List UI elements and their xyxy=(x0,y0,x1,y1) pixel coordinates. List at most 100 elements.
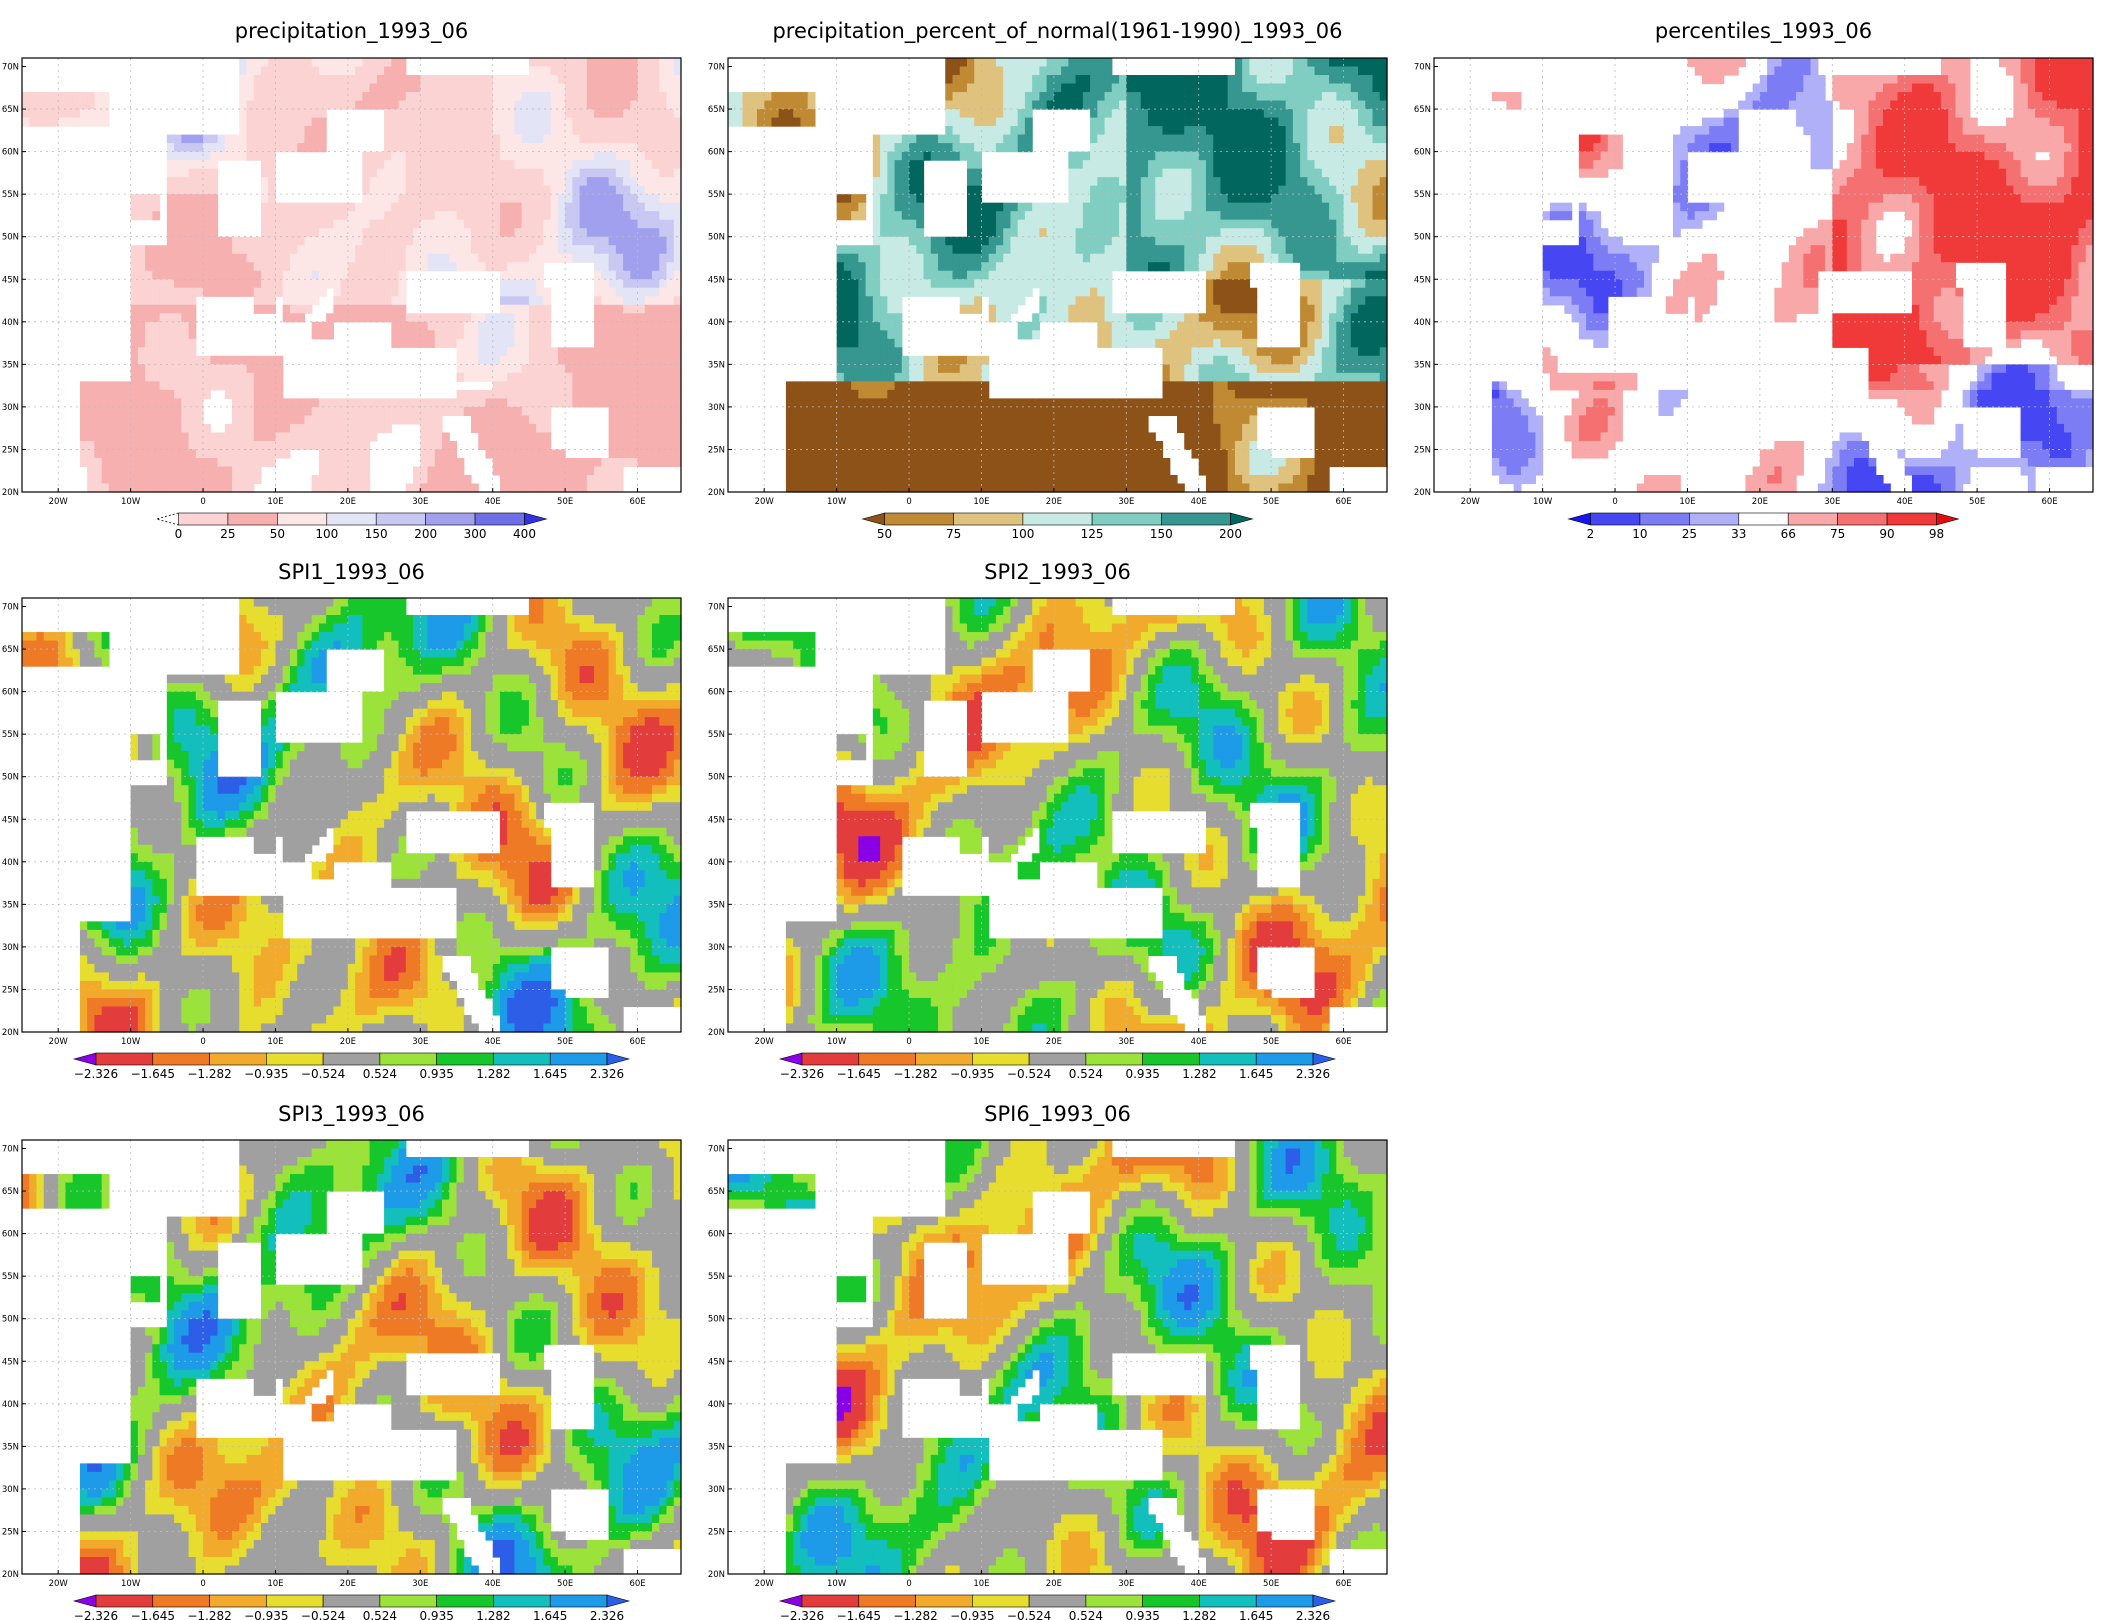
lon-tick-label: 0 xyxy=(906,497,911,507)
lat-tick-label: 40N xyxy=(2,858,19,868)
lat-tick-label: 30N xyxy=(708,943,725,953)
panel-title: SPI3_1993_06 xyxy=(278,1102,425,1127)
colorbar-label: 0.935 xyxy=(1125,1609,1159,1620)
lat-tick-label: 35N xyxy=(708,360,725,370)
lon-tick-label: 10E xyxy=(267,1579,283,1589)
colorbar-label: 100 xyxy=(1011,527,1034,541)
lat-tick-label: 45N xyxy=(2,1357,19,1367)
lat-tick-label: 60N xyxy=(2,1230,19,1240)
lat-tick-label: 45N xyxy=(708,1357,725,1367)
map-frame xyxy=(21,597,682,1033)
lat-tick-label: 20N xyxy=(708,488,725,498)
colorbar-label: −1.282 xyxy=(893,1609,937,1620)
lon-tick-label: 20W xyxy=(755,1579,775,1589)
lon-tick-label: 60E xyxy=(2041,497,2057,507)
colorbar-label: 0.524 xyxy=(363,1609,397,1620)
colorbar-label: −1.282 xyxy=(893,1067,937,1081)
colorbar-label: −0.935 xyxy=(950,1067,994,1081)
lon-tick-label: 30E xyxy=(1118,497,1134,507)
colorbar-label: 50 xyxy=(270,527,285,541)
lat-tick-label: 30N xyxy=(1414,403,1431,413)
lon-tick-label: 0 xyxy=(200,497,205,507)
lat-tick-label: 55N xyxy=(1414,190,1431,200)
colorbar: −2.326 −1.645 −1.282 −0.935 −0.524 0.524 0.935… xyxy=(778,1594,1337,1620)
colorbar-label: −2.326 xyxy=(74,1609,118,1620)
lat-tick-label: 25N xyxy=(1414,445,1431,455)
lat-tick-label: 50N xyxy=(2,773,19,783)
lon-tick-label: 10W xyxy=(827,1037,847,1047)
lon-tick-label: 10W xyxy=(827,497,847,507)
colorbar-label: 2.326 xyxy=(1296,1067,1330,1081)
colorbar: −2.326 −1.645 −1.282 −0.935 −0.524 0.524 0.935… xyxy=(778,1052,1337,1081)
lat-tick-label: 55N xyxy=(708,730,725,740)
lat-tick-label: 40N xyxy=(1414,318,1431,328)
lat-tick-label: 40N xyxy=(708,858,725,868)
colorbar-label: 2.326 xyxy=(590,1067,624,1081)
lon-tick-label: 50E xyxy=(1263,1037,1279,1047)
colorbar-label: 10 xyxy=(1632,527,1647,541)
panel-title: SPI1_1993_06 xyxy=(278,560,425,585)
lat-tick-label: 40N xyxy=(2,1400,19,1410)
lon-tick-label: 40E xyxy=(1897,497,1913,507)
graticule xyxy=(1434,58,2093,492)
graticule xyxy=(22,58,681,492)
lon-tick-label: 10E xyxy=(267,1037,283,1047)
lat-tick-label: 60N xyxy=(708,688,725,698)
lat-tick-label: 35N xyxy=(708,1442,725,1452)
lat-tick-label: 30N xyxy=(2,1485,19,1495)
map-field xyxy=(22,598,682,1033)
lon-tick-label: 20W xyxy=(49,1579,69,1589)
colorbar-label: −1.645 xyxy=(837,1067,881,1081)
colorbar-label: −1.645 xyxy=(837,1609,881,1620)
lat-tick-label: 25N xyxy=(708,445,725,455)
lon-tick-label: 0 xyxy=(200,1579,205,1589)
colorbar-label: −0.524 xyxy=(1007,1067,1051,1081)
lat-tick-label: 30N xyxy=(2,403,19,413)
panel-title: percentiles_1993_06 xyxy=(1655,19,1872,44)
lon-tick-label: 0 xyxy=(906,1579,911,1589)
lat-tick-label: 45N xyxy=(708,275,725,285)
lon-tick-label: 60E xyxy=(629,497,645,507)
colorbar-label: 33 xyxy=(1731,527,1746,541)
colorbar-label: −2.326 xyxy=(780,1067,824,1081)
lon-tick-label: 50E xyxy=(1263,1579,1279,1589)
lon-tick-label: 30E xyxy=(412,1579,428,1589)
colorbar: 50 75 100 125 150 200 xyxy=(861,512,1254,541)
lon-tick-label: 40E xyxy=(485,497,501,507)
lon-tick-label: 40E xyxy=(1191,497,1207,507)
lat-tick-label: 55N xyxy=(708,1272,725,1282)
lat-tick-label: 20N xyxy=(1414,488,1431,498)
lat-tick-label: 70N xyxy=(708,1145,725,1155)
colorbar-label: −0.935 xyxy=(244,1609,288,1620)
colorbar-label: −1.645 xyxy=(131,1609,175,1620)
colorbar-label: 200 xyxy=(1219,527,1242,541)
lon-tick-label: 30E xyxy=(1118,1037,1134,1047)
lon-tick-label: 10W xyxy=(121,1037,141,1047)
colorbar-label: 1.282 xyxy=(476,1609,510,1620)
map-field xyxy=(728,58,1388,493)
lat-tick-label: 30N xyxy=(2,943,19,953)
lat-tick-label: 20N xyxy=(2,488,19,498)
lon-tick-label: 60E xyxy=(1335,497,1351,507)
lon-tick-label: 50E xyxy=(1969,497,1985,507)
lat-tick-label: 45N xyxy=(1414,275,1431,285)
lat-tick-label: 20N xyxy=(2,1570,19,1580)
colorbar-label: 0.935 xyxy=(419,1609,453,1620)
lon-tick-label: 20E xyxy=(1046,1579,1062,1589)
lon-tick-label: 20W xyxy=(49,497,69,507)
lon-tick-label: 20W xyxy=(755,497,775,507)
panel-precip: precipitation_1993_06 20N 25N 30N 35N 40N 45N 5… xyxy=(2,19,682,541)
lon-tick-label: 50E xyxy=(557,1579,573,1589)
lat-tick-label: 20N xyxy=(2,1028,19,1038)
lat-tick-label: 55N xyxy=(2,190,19,200)
graticule xyxy=(728,58,1387,492)
lat-tick-label: 70N xyxy=(1414,63,1431,73)
colorbar-label: 0.935 xyxy=(1125,1067,1159,1081)
lon-tick-label: 20E xyxy=(1752,497,1768,507)
colorbar-label: 0 xyxy=(175,527,183,541)
colorbar-label: 1.645 xyxy=(1239,1067,1273,1081)
lat-tick-label: 65N xyxy=(708,645,725,655)
colorbar-label: 50 xyxy=(877,527,892,541)
lon-tick-label: 40E xyxy=(1191,1037,1207,1047)
